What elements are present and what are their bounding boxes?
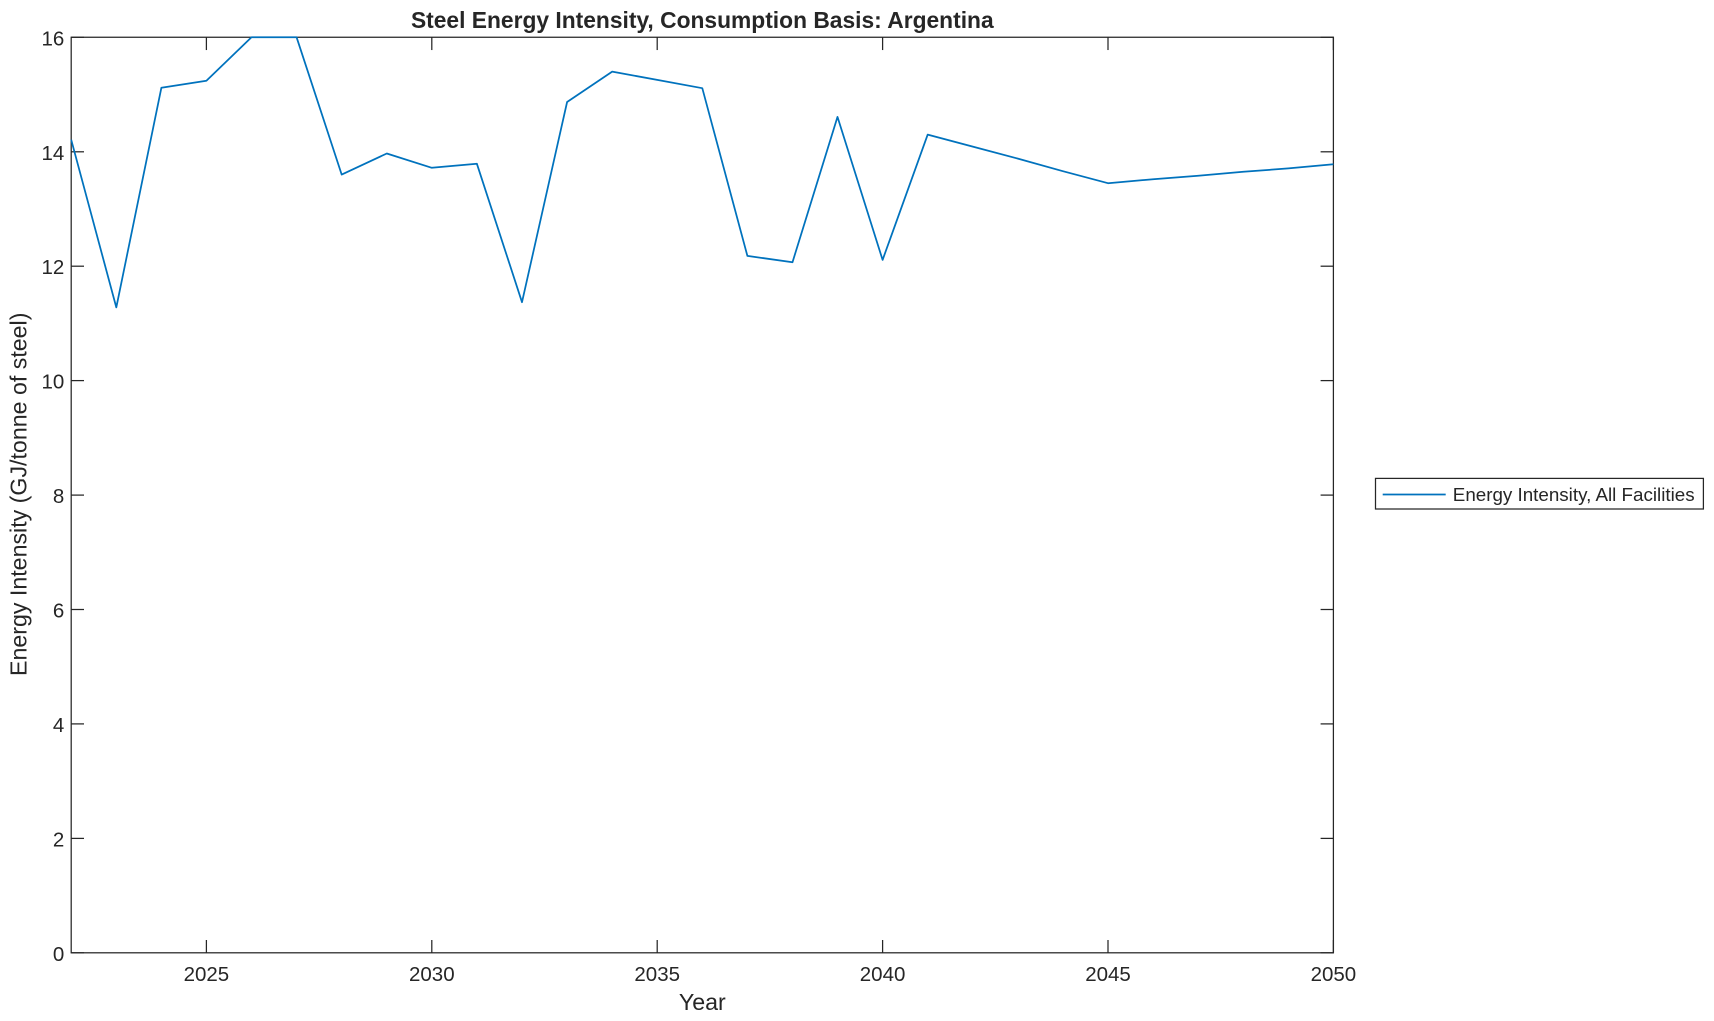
svg-text:4: 4: [53, 714, 64, 737]
svg-text:12: 12: [41, 256, 64, 279]
svg-text:16: 16: [41, 27, 64, 50]
svg-text:Energy Intensity (GJ/tonne of: Energy Intensity (GJ/tonne of steel): [5, 313, 31, 676]
svg-text:2035: 2035: [634, 963, 680, 986]
svg-text:14: 14: [41, 142, 64, 165]
svg-text:2030: 2030: [409, 963, 455, 986]
svg-text:Steel Energy Intensity, Consum: Steel Energy Intensity, Consumption Basi…: [411, 7, 994, 33]
svg-text:2040: 2040: [860, 963, 906, 986]
svg-text:6: 6: [53, 600, 64, 623]
svg-text:8: 8: [53, 485, 64, 508]
svg-text:10: 10: [41, 371, 64, 394]
svg-text:2: 2: [53, 828, 64, 851]
svg-text:Energy Intensity, All Faciliti: Energy Intensity, All Facilities: [1453, 484, 1695, 505]
svg-text:2050: 2050: [1311, 963, 1357, 986]
svg-text:2045: 2045: [1085, 963, 1131, 986]
svg-text:2025: 2025: [184, 963, 230, 986]
svg-text:0: 0: [53, 943, 64, 966]
svg-text:Year: Year: [679, 989, 726, 1015]
